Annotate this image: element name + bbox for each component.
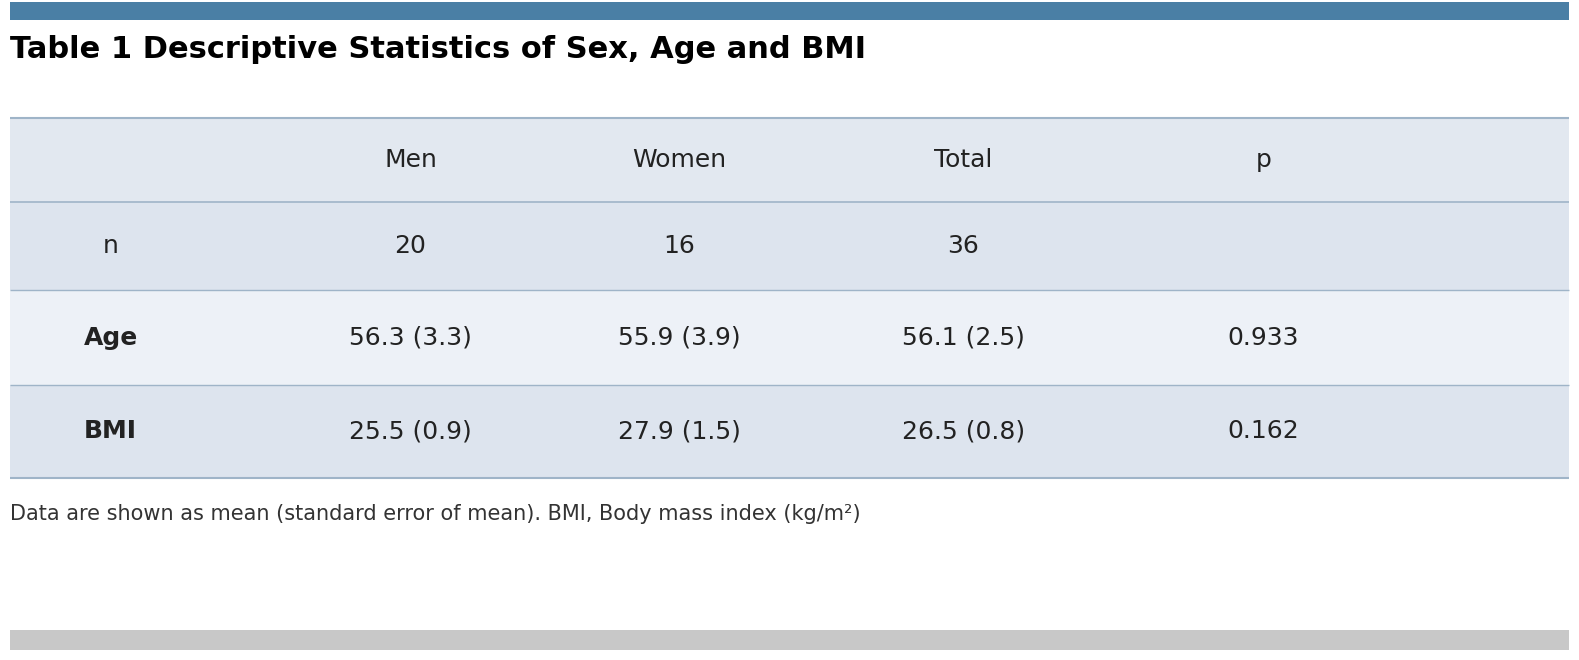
Text: Women: Women (632, 148, 726, 172)
Bar (9, 630, 1570, 650)
Bar (9, 2, 1570, 20)
Bar (9, 202, 1570, 290)
Text: Men: Men (384, 148, 437, 172)
Text: 0.162: 0.162 (1227, 420, 1300, 444)
Text: 20: 20 (395, 234, 426, 258)
Text: 56.1 (2.5): 56.1 (2.5) (902, 325, 1025, 350)
Bar (9, 118, 1570, 202)
Text: Data are shown as mean (standard error of mean). BMI, Body mass index (kg/m²): Data are shown as mean (standard error o… (9, 504, 861, 524)
Text: 55.9 (3.9): 55.9 (3.9) (617, 325, 741, 350)
Text: 27.9 (1.5): 27.9 (1.5) (617, 420, 741, 444)
Text: Total: Total (935, 148, 992, 172)
Text: BMI: BMI (84, 420, 137, 444)
Text: Age: Age (84, 325, 137, 350)
Text: 56.3 (3.3): 56.3 (3.3) (349, 325, 472, 350)
Bar (9, 385, 1570, 478)
Text: p: p (1255, 148, 1271, 172)
Text: Table 1 Descriptive Statistics of Sex, Age and BMI: Table 1 Descriptive Statistics of Sex, A… (9, 35, 867, 64)
Text: 36: 36 (947, 234, 979, 258)
Text: 25.5 (0.9): 25.5 (0.9) (349, 420, 472, 444)
Text: 0.933: 0.933 (1227, 325, 1300, 350)
Text: n: n (103, 234, 118, 258)
Bar (9, 290, 1570, 385)
Text: 16: 16 (663, 234, 695, 258)
Text: 26.5 (0.8): 26.5 (0.8) (902, 420, 1025, 444)
